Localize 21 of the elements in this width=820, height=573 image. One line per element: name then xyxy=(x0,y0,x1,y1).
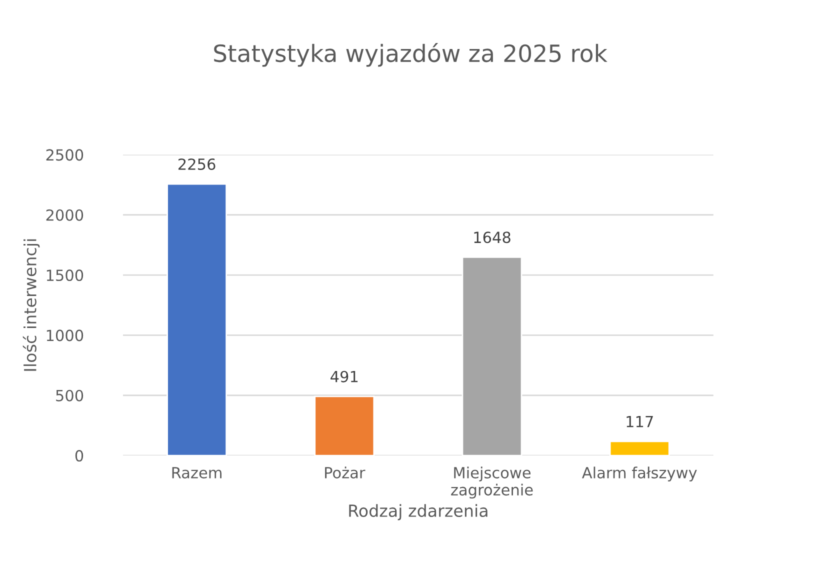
data-label: 2256 xyxy=(178,158,216,170)
chart-title: Statystyka wyjazdów za 2025 rok xyxy=(214,42,608,67)
bar xyxy=(314,396,375,456)
bar xyxy=(166,183,228,456)
data-label: 491 xyxy=(330,370,358,382)
y-tick-label: 0 xyxy=(75,450,84,462)
bar xyxy=(462,256,522,456)
x-tick-label: Razem xyxy=(172,467,222,478)
x-tick-label: Alarm fałszywy xyxy=(582,466,697,482)
y-tick-label: 500 xyxy=(56,390,84,402)
x-tick-label: Pożar xyxy=(325,466,366,478)
data-label: 1648 xyxy=(474,232,510,244)
data-label: 117 xyxy=(626,416,653,428)
x-axis-title: Rodzaj zdarzenia xyxy=(349,504,488,520)
y-tick-label: 1000 xyxy=(46,330,84,342)
x-tick-label: Miejscowe zagrożenie xyxy=(451,466,533,499)
bar xyxy=(609,440,670,456)
y-axis-title: Ilość interwencji xyxy=(22,239,40,371)
y-tick-label: 2500 xyxy=(46,149,84,161)
y-tick-label: 1500 xyxy=(46,270,84,282)
y-tick-label: 2000 xyxy=(46,209,84,221)
